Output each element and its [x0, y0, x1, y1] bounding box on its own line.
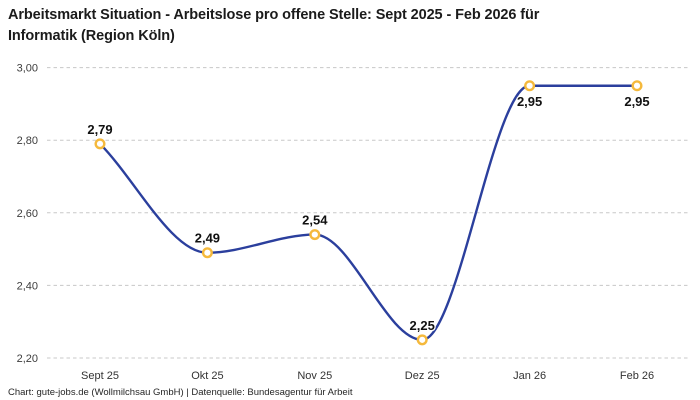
data-point-label: 2,25: [410, 318, 435, 333]
data-point-marker[interactable]: [524, 80, 536, 92]
data-point-marker[interactable]: [631, 80, 643, 92]
data-point-label: 2,95: [517, 94, 542, 109]
data-point-marker[interactable]: [309, 229, 321, 241]
chart-attribution: Chart: gute-jobs.de (Wollmilchsau GmbH) …: [8, 387, 353, 398]
data-point-label: 2,95: [624, 94, 649, 109]
chart-title-line2: Informatik (Region Köln): [8, 28, 175, 44]
x-tick-label: Sept 25: [81, 370, 119, 382]
x-tick-label: Nov 25: [297, 370, 332, 382]
data-point-label: 2,49: [195, 231, 220, 246]
y-tick-label: 2,60: [17, 208, 38, 220]
data-point-marker[interactable]: [416, 334, 428, 346]
x-tick-label: Dez 25: [405, 370, 440, 382]
y-tick-label: 3,00: [17, 63, 38, 75]
data-point-label: 2,54: [302, 213, 328, 228]
data-point-marker[interactable]: [94, 138, 106, 150]
x-tick-label: Jan 26: [513, 370, 546, 382]
x-tick-label: Feb 26: [620, 370, 654, 382]
x-tick-label: Okt 25: [191, 370, 223, 382]
chart-title: Arbeitsmarkt Situation - Arbeitslose pro…: [8, 5, 539, 47]
data-point-marker[interactable]: [201, 247, 213, 259]
y-tick-label: 2,20: [17, 353, 38, 365]
y-tick-label: 2,80: [17, 135, 38, 147]
chart-title-line1: Arbeitsmarkt Situation - Arbeitslose pro…: [8, 7, 540, 23]
data-point-label: 2,79: [87, 122, 112, 137]
y-tick-label: 2,40: [17, 280, 38, 292]
